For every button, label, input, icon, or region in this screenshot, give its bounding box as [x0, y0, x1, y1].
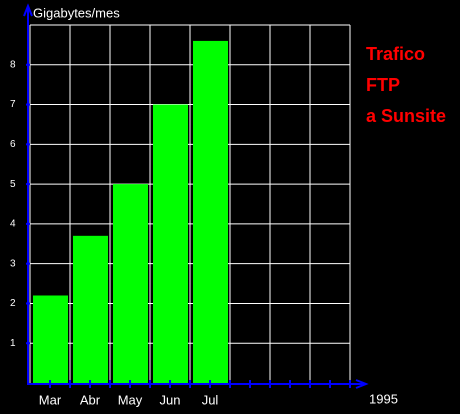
x-tick-label: May — [118, 392, 143, 407]
bar — [33, 295, 68, 383]
y-tick-label: 1 — [10, 338, 16, 349]
bar — [193, 40, 228, 384]
bar — [73, 235, 108, 383]
x-tick-label: Jun — [160, 392, 181, 407]
x-axis-arrow — [355, 379, 369, 389]
y-tick-label: 8 — [10, 59, 16, 70]
y-tick-label: 4 — [10, 219, 16, 230]
title-line: a Sunsite — [366, 106, 446, 126]
bar — [153, 104, 188, 384]
y-tick-label: 5 — [10, 179, 16, 190]
y-axis-arrow — [23, 3, 33, 17]
title-line: FTP — [366, 75, 400, 95]
title-line: Trafico — [366, 44, 425, 64]
y-tick-label: 3 — [10, 258, 16, 269]
x-tick-label: Abr — [80, 392, 101, 407]
x-note: 1995 — [369, 391, 398, 406]
y-tick-label: 6 — [10, 139, 16, 150]
bar — [113, 184, 148, 383]
y-tick-label: 7 — [10, 99, 16, 110]
y-axis-label: Gigabytes/mes — [33, 5, 120, 20]
y-tick-label: 2 — [10, 298, 16, 309]
x-tick-label: Jul — [202, 392, 219, 407]
x-tick-label: Mar — [39, 392, 62, 407]
